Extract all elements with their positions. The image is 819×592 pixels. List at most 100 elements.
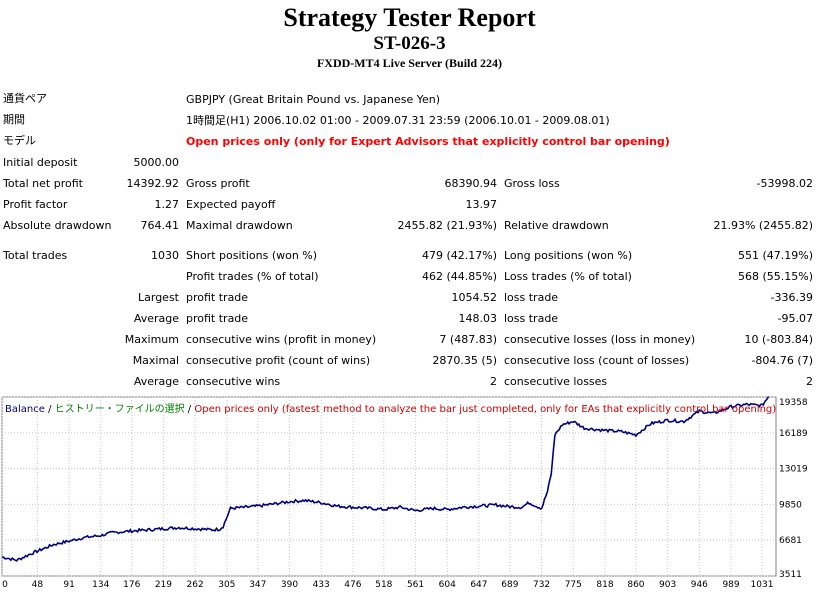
maximal-drawdown-label: Maximal drawdown xyxy=(186,219,293,232)
balance-line xyxy=(1,396,770,562)
relative-drawdown-label: Relative drawdown xyxy=(504,219,609,232)
x-tick-label: 476 xyxy=(344,580,361,590)
period-label: 期間 xyxy=(3,113,25,126)
average-loss-value: -95.07 xyxy=(777,312,813,325)
maximal-cons-profit-label: consecutive profit (count of wins) xyxy=(186,354,371,367)
profit-factor-label: Profit factor xyxy=(3,198,68,211)
profit-trades-label: Profit trades (% of total) xyxy=(186,270,319,283)
gross-profit-value: 68390.94 xyxy=(444,177,498,190)
long-positions-label: Long positions (won %) xyxy=(504,249,633,262)
x-tick-label: 347 xyxy=(249,580,266,590)
largest-loss-label: loss trade xyxy=(504,291,559,304)
x-tick-label: 134 xyxy=(92,580,109,590)
total-net-profit-value: 14392.92 xyxy=(126,177,180,190)
x-tick-label: 860 xyxy=(627,580,644,590)
x-tick-label: 390 xyxy=(281,580,298,590)
average-profit-value: 148.03 xyxy=(458,312,498,325)
balance-chart-svg: 0 48 91 134 176 219 262 305 347 390 433 476 518 561 60… xyxy=(1,396,808,590)
max-cons-wins-label: consecutive wins (profit in money) xyxy=(186,333,377,346)
largest-profit-label: profit trade xyxy=(186,291,249,304)
x-tick-label: 946 xyxy=(691,580,708,590)
y-tick-label: 13019 xyxy=(779,465,808,475)
x-tick-label: 989 xyxy=(722,580,739,590)
gross-loss-label: Gross loss xyxy=(504,177,560,190)
report-title: Strategy Tester Report xyxy=(283,3,536,32)
total-net-profit-label: Total net profit xyxy=(3,177,83,190)
legend-sep-2: / xyxy=(184,404,195,415)
relative-drawdown-value: 21.93% (2455.82) xyxy=(713,219,813,232)
largest-label: Largest xyxy=(138,291,179,304)
largest-profit-value: 1054.52 xyxy=(451,291,498,304)
x-tick-label: 818 xyxy=(596,580,613,590)
x-tick-label: 604 xyxy=(439,580,456,590)
max-cons-wins-value: 7 (487.83) xyxy=(439,333,497,346)
model-value: Open prices only (only for Expert Adviso… xyxy=(186,135,670,148)
symbol-label: 通貨ペア xyxy=(3,92,47,105)
x-tick-label: 0 xyxy=(2,580,8,590)
gross-loss-value: -53998.02 xyxy=(756,177,813,190)
legend-model: Open prices only (fastest method to anal… xyxy=(194,404,777,415)
short-positions-label: Short positions (won %) xyxy=(186,249,318,262)
total-trades-value: 1030 xyxy=(151,249,179,262)
expected-payoff-label: Expected payoff xyxy=(186,198,276,211)
maximum-label: Maximum xyxy=(124,333,179,346)
x-tick-label: 561 xyxy=(407,580,424,590)
x-tick-label: 176 xyxy=(123,580,140,590)
maximal-cons-profit-value: 2870.35 (5) xyxy=(432,354,497,367)
x-tick-label: 647 xyxy=(470,580,487,590)
expected-payoff-value: 13.97 xyxy=(465,198,498,211)
model-label: モデル xyxy=(3,134,36,147)
largest-loss-value: -336.39 xyxy=(770,291,813,304)
x-tick-label: 518 xyxy=(375,580,392,590)
avg-cons-wins-label: consecutive wins xyxy=(186,375,281,388)
x-tick-label: 1031 xyxy=(751,580,774,590)
profit-trades-value: 462 (44.85%) xyxy=(421,270,497,283)
gross-profit-label: Gross profit xyxy=(186,177,250,190)
x-tick-label: 48 xyxy=(32,580,44,590)
period-value: 1時間足(H1) 2006.10.02 01:00 - 2009.07.31 2… xyxy=(186,114,610,127)
initial-deposit-value: 5000.00 xyxy=(133,156,180,169)
x-tick-label: 689 xyxy=(501,580,518,590)
avg-cons-wins-value: 2 xyxy=(490,375,497,388)
avg-cons-losses-label: consecutive losses xyxy=(504,375,608,388)
x-tick-label: 219 xyxy=(155,580,172,590)
profit-factor-value: 1.27 xyxy=(154,198,180,211)
legend-history: ヒストリー・ファイルの選択 xyxy=(54,404,185,415)
loss-trades-value: 568 (55.15%) xyxy=(737,270,813,283)
y-tick-label: 6681 xyxy=(779,536,802,546)
initial-deposit-label: Initial deposit xyxy=(3,156,78,169)
server-name: FXDD-MT4 Live Server (Build 224) xyxy=(316,56,503,70)
x-tick-label: 262 xyxy=(187,580,204,590)
y-tick-label: 19358 xyxy=(779,398,808,408)
x-tick-label: 775 xyxy=(565,580,582,590)
plot-frame xyxy=(1,396,777,577)
y-tick-label: 3511 xyxy=(779,570,802,580)
avg-cons-label: Average xyxy=(133,375,179,388)
x-tick-label: 732 xyxy=(533,580,550,590)
y-tick-label: 16189 xyxy=(779,429,808,439)
avg-cons-losses-value: 2 xyxy=(806,375,813,388)
chart-legend: Balance / ヒストリー・ファイルの選択 / Open prices on… xyxy=(5,400,776,415)
maximal-cons-loss-value: -804.76 (7) xyxy=(751,354,813,367)
maximal-drawdown-value: 2455.82 (21.93%) xyxy=(397,219,497,232)
maximal-cons-loss-label: consecutive loss (count of losses) xyxy=(504,354,690,367)
average-profit-label: profit trade xyxy=(186,312,249,325)
legend-sep-1: / xyxy=(44,404,55,415)
x-tick-label: 433 xyxy=(313,580,330,590)
average-loss-label: loss trade xyxy=(504,312,559,325)
y-tick-label: 9850 xyxy=(779,500,802,510)
absolute-drawdown-label: Absolute drawdown xyxy=(3,219,112,232)
average-label: Average xyxy=(133,312,179,325)
legend-balance: Balance xyxy=(5,404,45,415)
maximal-label: Maximal xyxy=(132,354,179,367)
total-trades-label: Total trades xyxy=(3,249,68,262)
short-positions-value: 479 (42.17%) xyxy=(421,249,497,262)
ea-name: ST-026-3 xyxy=(373,33,446,54)
max-cons-losses-label: consecutive losses (loss in money) xyxy=(504,333,696,346)
x-tick-label: 305 xyxy=(218,580,235,590)
x-tick-label: 91 xyxy=(63,580,74,590)
max-cons-losses-value: 10 (-803.84) xyxy=(744,333,813,346)
symbol-value: GBPJPY (Great Britain Pound vs. Japanese… xyxy=(186,93,441,106)
long-positions-value: 551 (47.19%) xyxy=(737,249,813,262)
x-tick-label: 903 xyxy=(659,580,676,590)
